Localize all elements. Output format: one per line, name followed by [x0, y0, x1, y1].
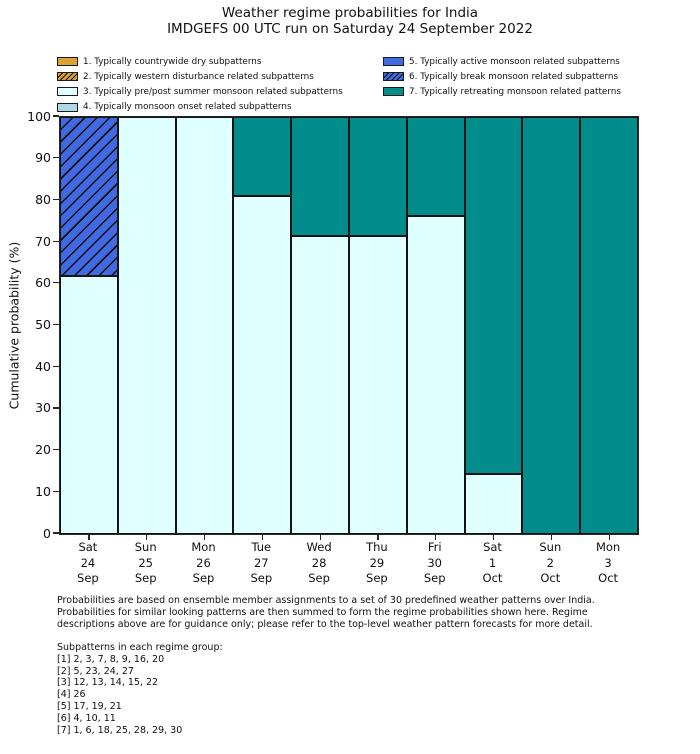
legend-item-6: 6. Typically break monsoon related subpa… [383, 69, 621, 84]
legend-swatch-icon [57, 87, 78, 97]
bar-segment-regime-3 [464, 474, 523, 534]
x-tick-mark [146, 535, 148, 540]
x-tick-mark [203, 535, 206, 540]
legend-swatch-icon [383, 72, 404, 82]
y-tick-label: 70 [35, 233, 51, 249]
bar-segment-regime-7 [522, 117, 581, 534]
y-tick-mark [53, 365, 59, 367]
y-tick-label: 50 [35, 317, 51, 332]
bar-segment-regime-7 [349, 117, 407, 237]
bar-segment-regime-6 [60, 117, 118, 276]
subpatterns-line-2: [2] 5, 23, 24, 27 [57, 665, 134, 677]
x-tick-label: Thu 29 Sep [366, 540, 388, 585]
legend-item-4: 4. Typically monsoon onset related subpa… [57, 100, 343, 115]
legend-item-5: 5. Typically active monsoon related subp… [383, 54, 621, 69]
legend-item-label: 1. Typically countrywide dry subpatterns [83, 56, 262, 67]
footnote: Probabilities are based on ensemble memb… [57, 595, 595, 631]
y-tick-label: 10 [35, 483, 51, 499]
chart-subtitle: IMDGEFS 00 UTC run on Saturday 24 Septem… [167, 21, 533, 37]
x-tick-mark [261, 535, 263, 540]
subpatterns-line-1: [1] 2, 3, 7, 8, 9, 16, 20 [57, 653, 165, 665]
bar-segment-regime-7 [580, 117, 638, 534]
x-tick-label: Sat 24 Sep [77, 540, 99, 585]
y-tick-mark [53, 532, 59, 534]
bar-segment-regime-7 [464, 117, 523, 475]
x-tick-mark [492, 535, 495, 540]
bar-segment-regime-7 [291, 117, 349, 237]
bar-segment-regime-3 [117, 117, 176, 534]
y-tick-label: 20 [35, 442, 51, 458]
x-tick-label: Sat 1 Oct [482, 540, 503, 585]
y-tick-label: 40 [35, 358, 51, 374]
legend-item-label: 4. Typically monsoon onset related subpa… [83, 102, 292, 113]
bar-segment-regime-3 [175, 117, 234, 534]
y-tick-mark [53, 115, 59, 117]
y-tick-label: 80 [35, 191, 51, 207]
legend-swatch-icon [383, 87, 404, 97]
y-tick-mark [53, 490, 59, 492]
y-tick-label: 100 [27, 108, 51, 124]
y-tick-mark [53, 157, 59, 159]
legend-swatch-icon [383, 57, 404, 67]
legend-item-label: 6. Typically break monsoon related subpa… [409, 71, 619, 82]
y-tick-mark [53, 407, 59, 409]
x-tick-label: Mon 26 Sep [191, 540, 216, 585]
bar-segment-regime-3 [406, 216, 465, 534]
x-tick-label: Sun 25 Sep [134, 540, 157, 585]
y-tick-label: 0 [43, 525, 51, 541]
subpatterns-line-6: [6] 4, 10, 11 [57, 712, 116, 724]
subpatterns-line-7: [7] 1, 6, 18, 25, 28, 29, 30 [57, 724, 183, 736]
plot-area [59, 116, 639, 540]
x-tick-label: Tue 27 Sep [250, 540, 273, 585]
bar-segment-regime-7 [233, 117, 292, 197]
legend-item-1: 1. Typically countrywide dry subpatterns [57, 54, 343, 69]
y-tick-mark [53, 240, 59, 242]
bar-segment-regime-3 [60, 275, 118, 534]
y-tick-label: 60 [35, 275, 51, 291]
subpatterns-line-4: [4] 26 [57, 689, 86, 701]
x-tick-label: Fri 30 Sep [423, 540, 446, 585]
y-tick-mark [53, 198, 59, 201]
legend-item-label: 2. Typically western disturbance related… [83, 71, 314, 82]
legend-swatch-icon [57, 102, 78, 112]
bar-segment-regime-3 [233, 196, 292, 534]
legend-item-7: 7. Typically retreating monsoon related … [383, 84, 621, 99]
x-tick-mark [377, 535, 379, 540]
x-tick-mark [550, 535, 552, 540]
legend-swatch-icon [57, 72, 78, 82]
legend-item-3: 3. Typically pre/post summer monsoon rel… [57, 84, 343, 99]
y-tick-label: 90 [35, 150, 51, 166]
x-tick-label: Mon 3 Oct [595, 540, 621, 585]
legend-item-label: 7. Typically retreating monsoon related … [409, 86, 621, 97]
legend-swatch-icon [57, 57, 78, 67]
legend-item-label: 3. Typically pre/post summer monsoon rel… [83, 86, 343, 97]
legend-column-left: 1. Typically countrywide dry subpatterns… [57, 54, 343, 115]
subpatterns-line-3: [3] 12, 13, 14, 15, 22 [57, 677, 159, 689]
x-tick-mark [88, 535, 90, 540]
x-tick-label: Sun 2 Oct [539, 540, 562, 585]
legend-column-right: 5. Typically active monsoon related subp… [383, 54, 621, 100]
bar-segment-regime-3 [291, 236, 349, 534]
legend-item-2: 2. Typically western disturbance related… [57, 69, 343, 84]
x-tick-mark [608, 535, 610, 540]
y-tick-mark [53, 449, 59, 451]
subpatterns-line-5: [5] 17, 19, 21 [57, 700, 122, 712]
y-tick-label: 30 [35, 400, 51, 416]
chart-title: Weather regime probabilities for India [221, 5, 479, 21]
x-tick-label: Wed 28 Sep [306, 540, 332, 585]
subpatterns-heading: Subpatterns in each regime group: [57, 642, 223, 653]
y-tick-mark [53, 323, 59, 326]
bar-segment-regime-3 [349, 236, 407, 534]
x-tick-mark [319, 535, 321, 540]
y-tick-mark [53, 282, 59, 284]
subpatterns-block: Subpatterns in each regime group: [1] 2, … [57, 642, 457, 736]
legend-item-label: 5. Typically active monsoon related subp… [409, 56, 620, 67]
x-tick-mark [435, 535, 437, 540]
bar-segment-regime-7 [406, 117, 465, 217]
